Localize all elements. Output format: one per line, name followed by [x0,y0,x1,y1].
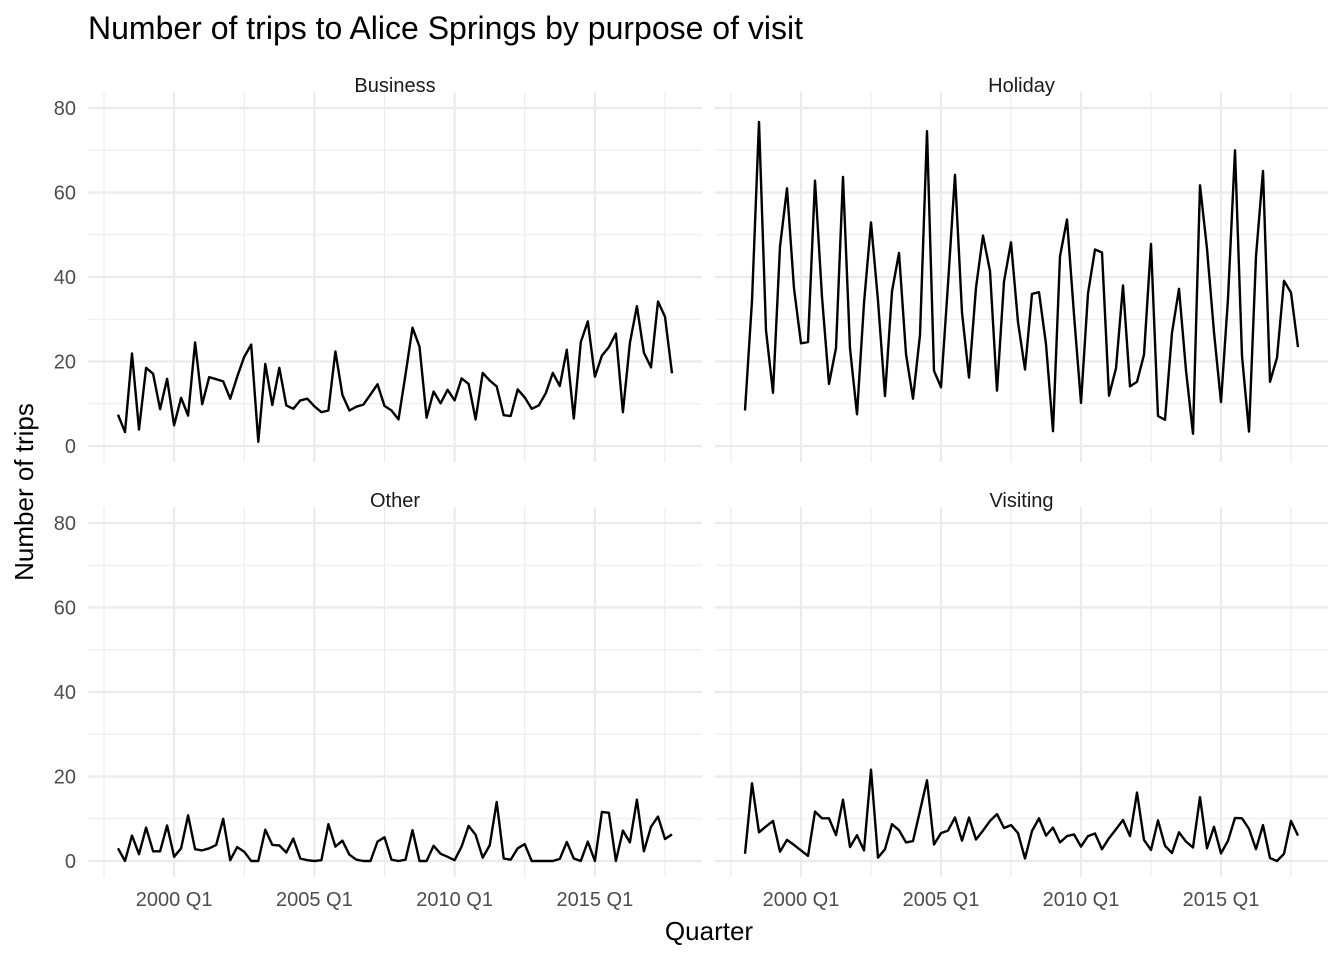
x-tick-label: 2000 Q1 [136,889,213,911]
x-tick-label: 2000 Q1 [763,889,840,911]
y-tick-label: 40 [54,682,76,704]
x-tick-label: 2015 Q1 [556,889,633,911]
panel-visiting: Visiting [715,490,1328,877]
y-axis-title: Number of trips [9,403,39,581]
x-tick-label: 2005 Q1 [903,889,980,911]
y-tick-label: 60 [54,598,76,620]
series-line-other [116,798,673,863]
y-tick-label: 60 [54,183,76,205]
y-tick-label: 80 [54,98,76,120]
series-line-business [116,300,674,443]
panel-label-visiting: Visiting [989,490,1053,512]
y-tick-label: 0 [65,436,76,458]
x-tick-label: 2015 Q1 [1183,889,1260,911]
x-tick-label: 2005 Q1 [276,889,353,911]
panel-label-other: Other [370,490,420,512]
panel-label-holiday: Holiday [988,75,1055,97]
x-axis-title: Quarter [665,916,753,946]
panel-business: Business 0 20 40 60 80 [54,75,702,462]
panel-other: Other 0 20 40 60 80 [54,490,702,877]
x-axis: 2000 Q1 2005 Q1 2010 Q1 2015 Q1 2000 Q1 2005 … [136,889,1260,911]
y-tick-label: 20 [54,352,76,374]
panel-holiday: Holiday [715,75,1328,462]
panels: Business 0 20 40 60 80 Holiday Other 0 20 40 60 80 Vi… [54,75,1328,877]
y-tick-label: 20 [54,767,76,789]
series-line-visiting [743,768,1300,863]
series-line-holiday [743,120,1300,435]
chart-title: Number of trips to Alice Springs by purp… [88,10,803,46]
y-tick-label: 80 [54,513,76,535]
x-tick-label: 2010 Q1 [416,889,493,911]
y-tick-label: 0 [65,851,76,873]
panel-label-business: Business [354,75,435,97]
y-tick-label: 40 [54,267,76,289]
x-tick-label: 2010 Q1 [1043,889,1120,911]
